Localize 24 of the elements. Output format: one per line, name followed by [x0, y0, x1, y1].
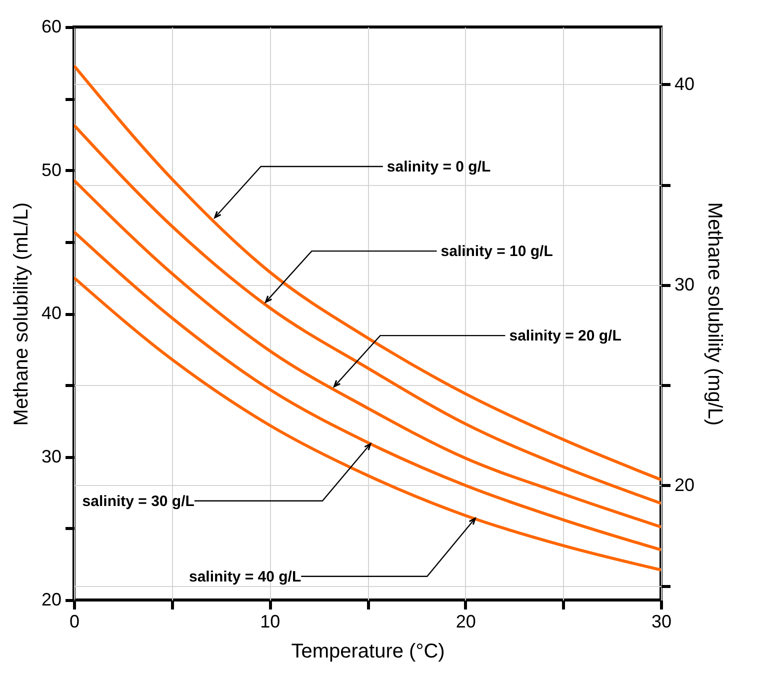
y-tick-label: 60: [41, 16, 62, 36]
line-series: [74, 230, 661, 552]
y2-tick-label: 40: [674, 74, 695, 94]
y-axis-title: Methane solubility (mL/L): [10, 202, 32, 426]
x-tick-label: 20: [456, 612, 476, 632]
annotation: salinity = 40 g/L: [188, 568, 302, 586]
annotation: salinity = 20 g/L: [509, 328, 622, 345]
y2-tick-label: 30: [674, 274, 695, 294]
x-axis-title: Temperature (°C): [291, 640, 445, 662]
y-tick-label: 20: [41, 590, 62, 610]
y2-axis-title: Methane solubility (mg/L): [704, 202, 726, 426]
annotation: salinity = 10 g/L: [440, 243, 553, 260]
x-tick-label: 0: [69, 612, 80, 632]
x-tick-label: 30: [651, 612, 672, 632]
annotation: salinity = 30 g/L: [82, 492, 194, 510]
line-series: [74, 178, 661, 528]
x-tick-label: 10: [260, 612, 280, 632]
y-tick-label: 40: [41, 303, 62, 323]
y-tick-label: 50: [41, 160, 62, 180]
y-tick-label: 30: [41, 446, 62, 466]
y2-tick-label: 20: [674, 474, 695, 495]
line-series: [74, 276, 661, 572]
line-series: [74, 64, 661, 482]
annotation: salinity = 0 g/L: [386, 158, 491, 176]
